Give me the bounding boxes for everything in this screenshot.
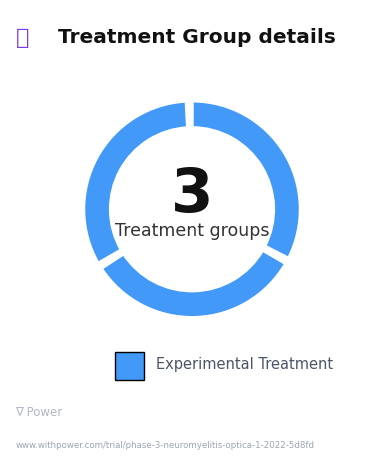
Text: ∇ Power: ∇ Power [15, 406, 63, 419]
Text: www.withpower.com/trial/phase-3-neuromyelitis-optica-1-2022-5d8fd: www.withpower.com/trial/phase-3-neuromye… [15, 441, 314, 450]
Wedge shape [192, 101, 301, 259]
Wedge shape [83, 101, 188, 264]
Text: Experimental Treatment: Experimental Treatment [156, 357, 333, 372]
FancyBboxPatch shape [115, 352, 144, 379]
Text: 3: 3 [171, 166, 213, 225]
Text: 👥: 👥 [17, 27, 30, 48]
Text: Treatment groups: Treatment groups [115, 222, 269, 240]
Text: Treatment Group details: Treatment Group details [58, 28, 336, 47]
Wedge shape [101, 250, 286, 318]
